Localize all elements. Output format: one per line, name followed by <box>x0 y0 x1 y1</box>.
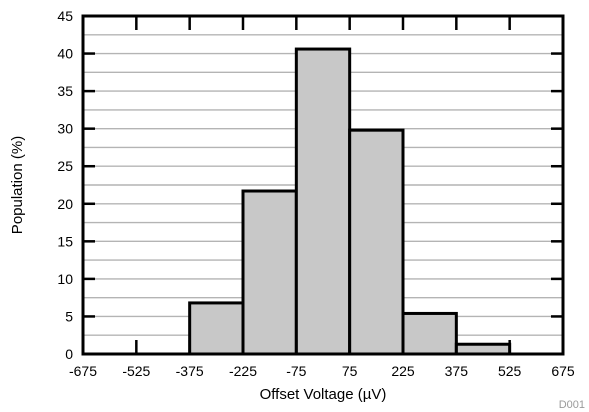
y-tick-label: 45 <box>57 8 73 24</box>
histogram-bar <box>401 311 458 356</box>
plot-frame <box>81 14 565 356</box>
x-tick-label: 525 <box>498 363 522 379</box>
tick-marks <box>81 14 565 356</box>
histogram-bar <box>188 301 245 356</box>
y-tick-label: 0 <box>65 346 73 362</box>
x-tick-label: 375 <box>445 363 469 379</box>
y-axis-title: Population (%) <box>9 136 26 234</box>
x-tick-label: 75 <box>342 363 358 379</box>
y-tick-label: 40 <box>57 46 73 62</box>
bars <box>188 47 512 356</box>
x-tick-label: -525 <box>122 363 150 379</box>
x-axis-title: Offset Voltage (µV) <box>260 386 387 403</box>
y-tick-label: 10 <box>57 271 73 287</box>
x-tick-label: 225 <box>391 363 415 379</box>
x-tick-label: -375 <box>176 363 204 379</box>
x-tick-label: 675 <box>551 363 575 379</box>
x-tick-label: -225 <box>229 363 257 379</box>
y-tick-label: 35 <box>57 83 73 99</box>
y-tick-label: 15 <box>57 233 73 249</box>
x-tick-label: -75 <box>286 363 306 379</box>
y-tick-label: 30 <box>57 121 73 137</box>
y-tick-label: 25 <box>57 158 73 174</box>
y-tick-label: 20 <box>57 196 73 212</box>
y-tick-labels: 0 5 10 15 20 25 30 35 40 45 <box>57 8 73 362</box>
histogram-bar <box>241 189 298 356</box>
y-tick-label: 5 <box>65 308 73 324</box>
x-tick-label: -675 <box>69 363 97 379</box>
histogram-bar <box>348 128 405 356</box>
figure-id-label: D001 <box>559 399 585 411</box>
histogram-bar <box>294 47 352 356</box>
x-tick-labels: -675 -525 -375 -225 -75 75 225 375 525 675 <box>69 363 575 379</box>
